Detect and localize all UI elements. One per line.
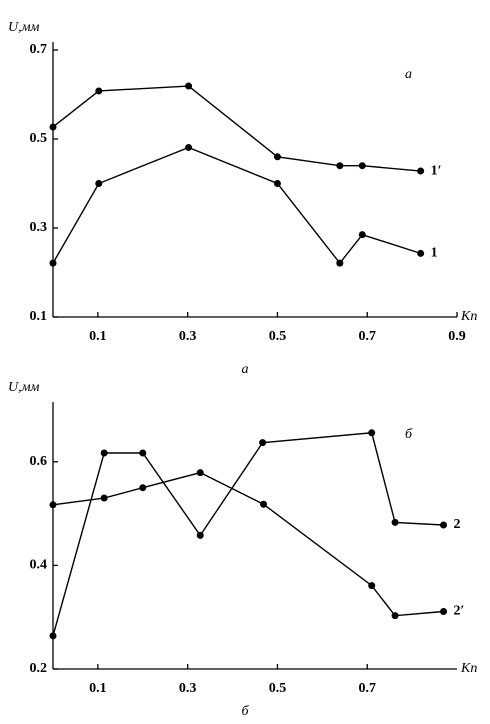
point xyxy=(417,249,425,257)
point xyxy=(139,449,147,457)
point xyxy=(440,608,448,616)
y-axis-label: U,мм xyxy=(8,380,40,395)
y-tick-label: 0.4 xyxy=(30,558,48,573)
y-axis-label: U,мм xyxy=(8,20,40,35)
y-tick-label: 0.5 xyxy=(30,131,48,146)
caption: б xyxy=(241,704,249,719)
point xyxy=(185,82,193,90)
point xyxy=(259,439,267,447)
point xyxy=(49,259,57,267)
point xyxy=(139,484,147,492)
x-axis-label: Kп xyxy=(460,661,477,676)
point xyxy=(391,612,399,620)
x-tick-label: 0.5 xyxy=(269,681,287,696)
panel-annotation: б xyxy=(405,427,413,442)
line xyxy=(52,432,444,637)
series-label: 1′ xyxy=(431,163,442,178)
x-tick-label: 0.9 xyxy=(448,329,466,344)
point xyxy=(358,231,366,239)
line xyxy=(52,471,444,617)
point xyxy=(260,500,268,508)
point xyxy=(100,494,108,502)
point xyxy=(440,521,448,529)
series-label: 2′ xyxy=(454,604,465,619)
x-tick-label: 0.1 xyxy=(89,329,107,344)
point xyxy=(336,259,344,267)
x-axis-label: Kп xyxy=(460,309,477,324)
x-tick-label: 0.3 xyxy=(179,329,197,344)
point xyxy=(196,531,204,539)
point xyxy=(49,123,57,131)
point xyxy=(391,518,399,526)
x-tick-label: 0.7 xyxy=(358,681,376,696)
point xyxy=(196,469,204,477)
point xyxy=(49,632,57,640)
point xyxy=(417,167,425,175)
point xyxy=(358,162,366,170)
point xyxy=(49,501,57,509)
point xyxy=(95,87,103,95)
point xyxy=(273,180,281,187)
y-tick-label: 0.3 xyxy=(30,220,48,235)
series-label: 1 xyxy=(431,246,438,261)
line xyxy=(52,85,421,172)
x-tick-label: 0.7 xyxy=(358,329,376,344)
point xyxy=(95,180,103,187)
x-tick-label: 0.3 xyxy=(179,681,197,696)
y-tick-label: 0.1 xyxy=(30,309,48,324)
caption: а xyxy=(242,362,249,377)
y-tick-label: 0.2 xyxy=(30,661,48,676)
y-tick-label: 0.7 xyxy=(30,42,48,57)
y-tick-label: 0.6 xyxy=(30,454,48,469)
point xyxy=(336,162,344,170)
point xyxy=(368,429,376,437)
point xyxy=(273,153,281,161)
x-tick-label: 0.1 xyxy=(89,681,107,696)
point xyxy=(100,449,108,457)
series-label: 2 xyxy=(454,517,461,532)
point xyxy=(368,582,376,590)
point xyxy=(185,143,193,151)
panel-annotation: а xyxy=(405,67,412,82)
x-tick-label: 0.5 xyxy=(269,329,287,344)
